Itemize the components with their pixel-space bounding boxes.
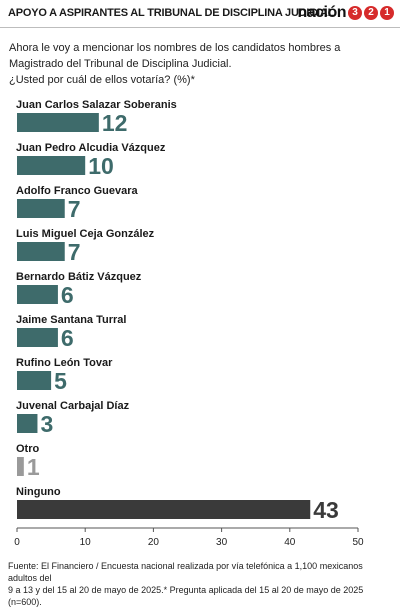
category-label: Jaime Santana Turral (16, 314, 126, 326)
x-tick-label: 0 (14, 537, 20, 548)
page-title: APOYO A ASPIRANTES AL TRIBUNAL DE DISCIP… (8, 7, 335, 19)
bar (17, 500, 311, 519)
brand-logo: nación 3 2 1 (297, 4, 394, 22)
bar (17, 199, 65, 218)
x-tick-label: 50 (352, 537, 364, 548)
bar (17, 371, 52, 390)
value-label: 6 (61, 282, 74, 308)
category-label: Adolfo Franco Guevara (16, 185, 139, 197)
value-label: 10 (88, 153, 114, 179)
bar (17, 156, 86, 175)
bar (17, 242, 65, 261)
logo-digit-1: 1 (380, 6, 394, 20)
category-label: Juan Pedro Alcudia Vázquez (16, 142, 166, 154)
value-label: 1 (27, 454, 40, 480)
question-line: Ahora le voy a mencionar los nombres de … (9, 42, 341, 54)
category-label: Otro (16, 443, 40, 455)
survey-question: Ahora le voy a mencionar los nombres de … (9, 40, 379, 88)
logo-word: nación (297, 4, 346, 21)
value-label: 3 (40, 411, 53, 437)
value-label: 43 (313, 497, 339, 523)
bar (17, 328, 58, 347)
category-label: Juvenal Carbajal Díaz (16, 400, 130, 412)
x-tick-label: 30 (216, 537, 228, 548)
footer-line: Fuente: El Financiero / Encuesta naciona… (8, 561, 363, 583)
x-tick-label: 10 (80, 537, 92, 548)
footer-line: 9 a 13 y del 15 al 20 de mayo de 2025.* … (8, 585, 364, 607)
category-label: Luis Miguel Ceja González (16, 228, 155, 240)
value-label: 6 (61, 325, 74, 351)
x-tick-label: 40 (284, 537, 296, 548)
value-label: 7 (68, 239, 81, 265)
question-line: Magistrado del Tribunal de Disciplina Ju… (9, 58, 232, 70)
bar (17, 414, 38, 433)
source-footer: Fuente: El Financiero / Encuesta naciona… (8, 560, 394, 608)
question-line: ¿Usted por cuál de ellos votaría? (%)* (9, 74, 195, 86)
bar (17, 457, 24, 476)
bar (17, 113, 99, 132)
x-tick-label: 20 (148, 537, 160, 548)
category-label: Bernardo Bátiz Vázquez (16, 271, 142, 283)
header-bar: APOYO A ASPIRANTES AL TRIBUNAL DE DISCIP… (0, 0, 400, 28)
logo-digit-2: 2 (364, 6, 378, 20)
value-label: 12 (102, 110, 128, 136)
logo-digit-3: 3 (348, 6, 362, 20)
bar (17, 285, 58, 304)
category-label: Ninguno (16, 486, 61, 498)
value-label: 5 (54, 368, 67, 394)
category-label: Juan Carlos Salazar Soberanis (16, 99, 177, 111)
category-label: Rufino León Tovar (16, 357, 113, 369)
value-label: 7 (68, 196, 81, 222)
